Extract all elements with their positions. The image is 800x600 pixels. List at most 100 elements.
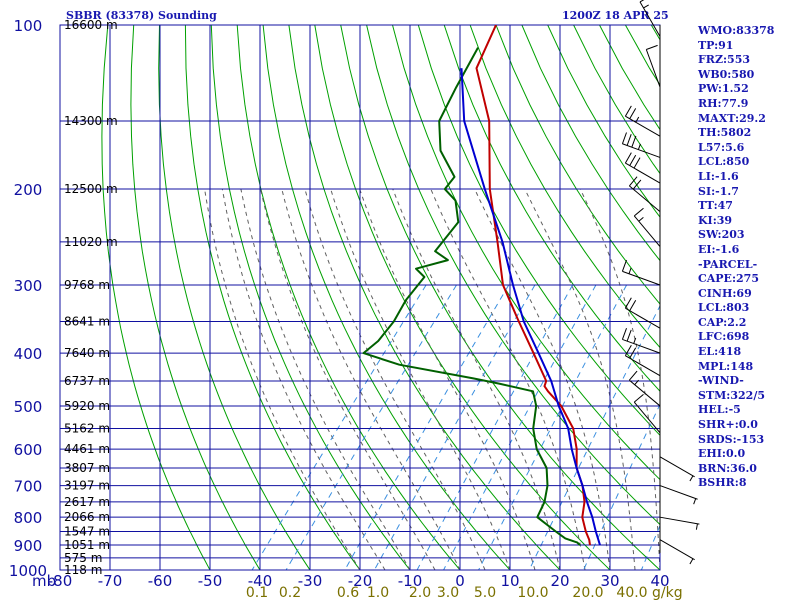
sounding-index: CAP:2.2 [698, 315, 747, 329]
wind-barb-half [695, 523, 698, 530]
sounding-index: EL:418 [698, 345, 742, 359]
wind-barb-staff [625, 115, 661, 137]
wind-barb [624, 345, 661, 377]
mixing-ratio-label: 0.1 [246, 585, 268, 600]
sounding-index: TP:91 [698, 38, 734, 52]
sounding-index: SW:203 [698, 228, 745, 242]
wind-barb [639, 0, 661, 37]
sounding-index: TT:47 [698, 199, 733, 213]
mixing-ratio-label: 40.0 [616, 585, 647, 600]
wind-barb-full [629, 300, 637, 311]
sounding-index: SRDS:-153 [698, 432, 765, 446]
pressure-tick-label: 200 [14, 181, 43, 199]
mixing-ratio-label: 3.0 [437, 585, 459, 600]
wind-barb-full [631, 135, 637, 148]
temperature-tick-label: -80 [48, 572, 73, 590]
wind-barb-half [643, 4, 649, 9]
dry-adiabat [184, 25, 361, 570]
wind-barb-staff [659, 485, 698, 500]
height-label: 3807 m [64, 461, 110, 475]
pressure-tick-label: 300 [14, 277, 43, 295]
pressure-axis-unit: mb [32, 572, 56, 590]
pressure-tick-label: 1000 [9, 562, 47, 580]
dry-adiabat [101, 25, 211, 570]
moist-adiabat [474, 188, 611, 570]
wind-barb [621, 259, 661, 286]
wind-barb [628, 176, 661, 213]
wind-barb-staff [659, 539, 695, 561]
moist-adiabat [430, 188, 586, 570]
wind-barb-half [634, 379, 639, 386]
height-labels: 16600 m 14300 m 12500 m 11020 m 9768 m 8641 m… [64, 18, 118, 577]
wind-barb-full [624, 152, 632, 164]
sounding-index: BSHR:8 [698, 476, 747, 490]
wind-barb-staff [633, 215, 661, 247]
pressure-tick-label: 100 [14, 17, 43, 35]
dry-adiabat [210, 25, 411, 570]
mixing-ratio-label: 5.0 [474, 585, 496, 600]
moist-adiabat [524, 188, 636, 570]
wind-barb [624, 105, 661, 137]
wind-barb-staff [629, 379, 661, 407]
chart-time: 1200Z 18 APR 25 [562, 9, 669, 22]
sounding-index: SHR+:0.0 [698, 418, 758, 432]
sounding-indices-panel: WMO:83378 TP:91 FRZ:553 WB0:580 PW:1.52 RH:77… [698, 24, 798, 491]
pressure-tick-label: 800 [14, 509, 43, 527]
pressure-tick-label: 900 [14, 537, 43, 555]
wind-barb-full [621, 327, 627, 340]
sounding-index: L57:5.6 [698, 140, 745, 154]
temperature-profile [475, 25, 591, 546]
wind-barb-full [646, 44, 658, 50]
mixing-ratio-label: 20.0 [572, 585, 603, 600]
mixing-ratio-line [443, 284, 597, 570]
temperature-tick-label: 0 [455, 572, 465, 590]
sounding-index: WMO:83378 [698, 24, 775, 37]
sounding-index: EHI:0.0 [698, 447, 746, 461]
sounding-index: HEL:-5 [698, 403, 741, 417]
sounding-index: BRN:36.0 [698, 461, 757, 475]
height-label: 3197 m [64, 479, 110, 493]
wind-barb-half [628, 267, 632, 274]
dry-adiabat [262, 25, 511, 570]
dry-adiabat [340, 25, 660, 570]
sounding-index: MAXT:29.2 [698, 111, 766, 125]
height-label: 5162 m [64, 421, 110, 435]
wind-barb-full [633, 394, 644, 403]
wind-barb-full [624, 297, 632, 309]
mixing-ratio-line [285, 284, 457, 570]
pressure-temperature-grid [59, 24, 661, 571]
wind-barb-staff [622, 338, 661, 354]
mixing-ratio-label: 0.6 [337, 585, 359, 600]
wind-barb-full [626, 329, 632, 342]
sounding-index: KI:39 [698, 213, 733, 227]
sounding-index: WB0:580 [698, 67, 755, 81]
wind-barbs [621, 0, 700, 565]
wind-barb-full [624, 345, 632, 356]
temperature-tick-label: 10 [500, 572, 519, 590]
height-label: 118 m [64, 563, 102, 577]
wind-barb [659, 516, 700, 530]
height-label: 8641 m [64, 315, 110, 329]
sounding-index: PW:1.52 [698, 82, 749, 96]
height-label: 1051 m [64, 538, 110, 552]
dry-adiabat [158, 25, 311, 570]
height-label: 12500 m [64, 182, 118, 196]
pressure-tick-label: 600 [14, 441, 43, 459]
wind-barb-staff [633, 401, 661, 434]
wind-barb-half [689, 558, 694, 565]
wind-barb [621, 132, 661, 158]
wind-barb [621, 327, 661, 354]
height-label: 7640 m [64, 346, 110, 360]
wind-barb-staff [659, 516, 700, 525]
wind-barb-full [633, 157, 641, 169]
temperature-tick-label: 40 [650, 572, 669, 590]
mixing-ratio-line [640, 524, 660, 570]
wind-barb-staff [622, 270, 661, 286]
wind-barb-full [628, 176, 638, 187]
height-label: 2066 m [64, 510, 110, 524]
temperature-tick-label: -30 [298, 572, 323, 590]
wind-barb [659, 539, 695, 565]
temperature-tick-label: -10 [398, 572, 423, 590]
mixing-ratio-label: 0.2 [279, 585, 301, 600]
wind-barb-full [633, 207, 644, 217]
